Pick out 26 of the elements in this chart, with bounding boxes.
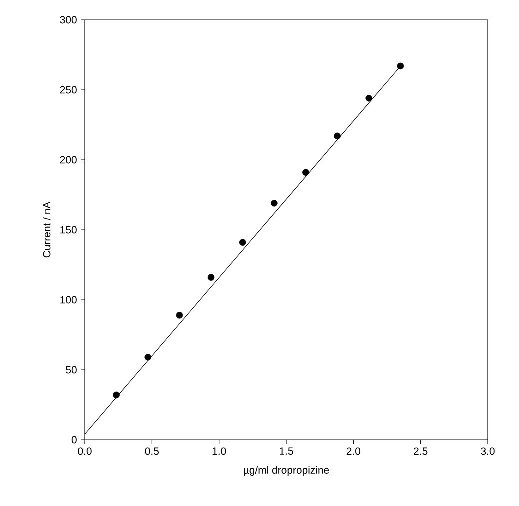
x-tick-label: 3.0 (481, 448, 495, 456)
x-tick-label: 1.5 (280, 448, 294, 455)
y-tick-label: 300 (60, 16, 77, 24)
point (113, 392, 120, 399)
point (208, 274, 215, 281)
point (239, 239, 246, 246)
y-tick-label: 100 (60, 296, 77, 304)
point (366, 95, 373, 102)
x-axis-title: µg/ml dropropizine (244, 466, 330, 476)
y-tick-label: 0 (72, 436, 77, 444)
x-tick-label: 2.0 (346, 448, 361, 456)
point (271, 200, 278, 207)
x-tick-label: 2.5 (414, 448, 428, 456)
y-axis-title: Current / nA (43, 202, 51, 258)
point (397, 62, 404, 70)
y-tick-label: 50 (66, 366, 77, 374)
x-tick-label: 0.5 (145, 448, 159, 456)
x-tick-label: 1.0 (212, 448, 226, 456)
point (302, 169, 310, 176)
y-tick-label: 250 (60, 86, 77, 94)
point (176, 312, 184, 319)
y-tick-label: 150 (60, 226, 77, 234)
point (144, 354, 152, 361)
point (334, 132, 341, 140)
x-tick-label: 0.0 (78, 448, 92, 456)
y-tick-label: 200 (60, 156, 77, 164)
